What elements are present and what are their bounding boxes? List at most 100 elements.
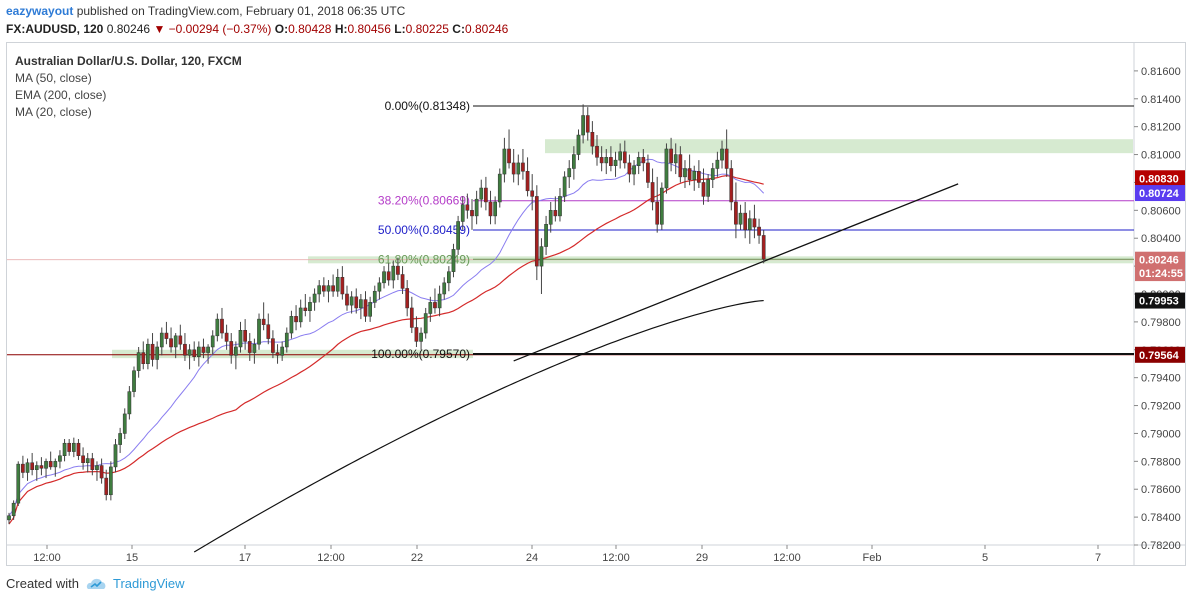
candle-body	[447, 271, 451, 284]
candle-body	[641, 157, 646, 164]
candle	[210, 330, 215, 356]
candle-body	[382, 271, 386, 284]
candle-body	[581, 115, 585, 136]
candle-body	[266, 324, 271, 339]
candle-body	[122, 413, 127, 434]
candle-body	[354, 296, 359, 309]
candle-body	[576, 134, 581, 155]
y-tick-label: 0.78800	[1141, 456, 1181, 468]
low-value: 0.80225	[405, 22, 449, 36]
candle-body	[697, 171, 701, 183]
candle	[7, 512, 11, 525]
candle-body	[521, 162, 525, 172]
candle-body	[720, 148, 724, 161]
candle	[442, 277, 447, 300]
candle-body	[81, 455, 85, 463]
candle	[706, 174, 710, 202]
candle	[132, 366, 136, 398]
candle	[275, 344, 280, 364]
candle	[284, 327, 289, 353]
candle	[724, 129, 729, 177]
fib-label-1: 38.20%(0.80669)	[378, 194, 470, 208]
legend-ma50[interactable]: MA (50, close)	[15, 71, 92, 85]
candle	[729, 160, 734, 211]
candle-body	[284, 332, 289, 348]
author-link[interactable]: eazywayout	[6, 4, 74, 18]
candle-body	[289, 316, 294, 334]
tradingview-cloud-icon	[86, 578, 106, 589]
candle-body	[271, 338, 275, 353]
candle	[220, 307, 224, 339]
candle-body	[405, 288, 410, 309]
candle	[382, 266, 386, 289]
candle	[386, 263, 391, 286]
candle-body	[391, 265, 396, 281]
candle	[354, 288, 359, 314]
candle	[567, 160, 572, 189]
candle	[62, 439, 67, 462]
candle-body	[53, 461, 58, 468]
candle	[340, 266, 345, 300]
publish-info: eazywayout published on TradingView.com,…	[6, 4, 405, 18]
price-label-bg	[1135, 170, 1185, 187]
legend-title: Australian Dollar/U.S. Dollar, 120, FXCM	[15, 54, 242, 68]
candle-body	[493, 201, 497, 217]
candle-body	[210, 335, 215, 348]
fib-label-0: 0.00%(0.81348)	[385, 99, 470, 113]
candle	[636, 151, 641, 175]
candle	[562, 171, 567, 202]
candle	[312, 288, 317, 311]
candle	[757, 218, 761, 244]
candle	[488, 190, 493, 225]
open-value: 0.80428	[288, 22, 332, 36]
candle	[409, 296, 414, 334]
candle-body	[345, 293, 349, 306]
candle-body	[359, 299, 363, 309]
legend-ema200[interactable]: EMA (200, close)	[15, 88, 107, 102]
published-text: published on TradingView.com, February 0…	[76, 4, 406, 18]
candle-body	[326, 285, 331, 292]
candle-body	[206, 346, 210, 353]
tradingview-link[interactable]: TradingView	[112, 576, 185, 591]
candle	[470, 199, 474, 230]
candle-body	[572, 154, 576, 169]
candle	[484, 176, 488, 211]
x-tick-label: 15	[126, 552, 138, 564]
candle	[595, 135, 599, 166]
candle-body	[141, 352, 146, 364]
candle-body	[683, 168, 687, 178]
candle	[164, 321, 169, 345]
candle	[544, 215, 548, 255]
candle	[414, 316, 419, 347]
y-tick-label: 0.79400	[1141, 373, 1181, 385]
ohlc-bar: FX:AUDUSD, 120 0.80246 ▼ −0.00294 (−0.37…	[6, 22, 508, 36]
candle	[127, 386, 132, 420]
price-label-bg	[1135, 265, 1185, 282]
candle-body	[30, 462, 34, 470]
candle-body	[192, 349, 197, 357]
candle	[377, 277, 382, 300]
x-tick-label: 29	[696, 552, 708, 564]
candle-body	[257, 318, 261, 345]
candle-body	[340, 277, 345, 295]
x-tick-label: Feb	[863, 552, 882, 564]
legend-ma20[interactable]: MA (20, close)	[15, 105, 92, 119]
candle-body	[363, 299, 368, 317]
candle-body	[224, 332, 229, 342]
candle	[155, 341, 160, 370]
candle	[349, 291, 354, 314]
candle	[359, 294, 363, 320]
candle-body	[544, 224, 548, 247]
candle-body	[85, 458, 90, 463]
price-label: 0.79564	[1139, 350, 1180, 362]
candle-body	[113, 444, 118, 468]
price-label: 0.80724	[1139, 188, 1180, 200]
candle	[437, 285, 442, 317]
candle	[280, 341, 285, 361]
candle-body	[451, 249, 456, 272]
candle-body	[701, 182, 706, 197]
candle-body	[460, 204, 465, 222]
chart-frame	[6, 42, 1186, 566]
candle-body	[479, 187, 484, 200]
